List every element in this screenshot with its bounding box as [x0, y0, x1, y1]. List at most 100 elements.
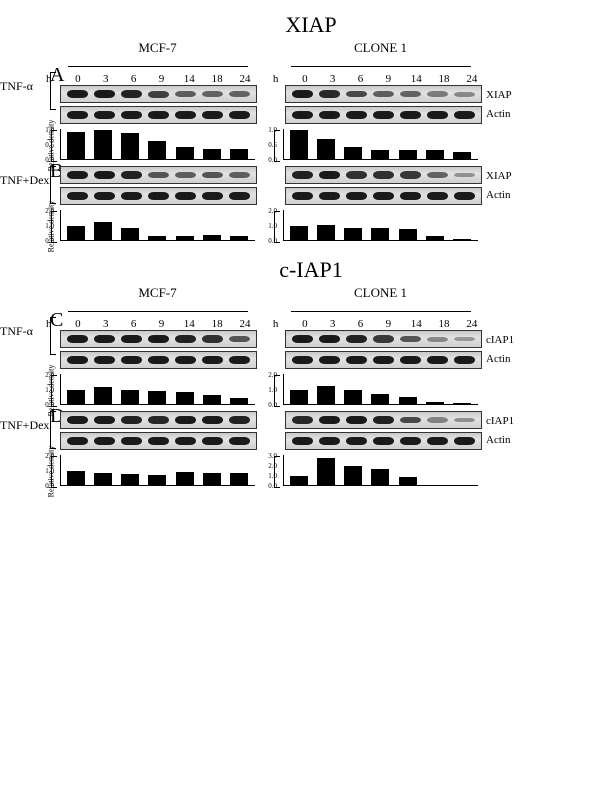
band-row	[61, 331, 256, 347]
blot-band	[67, 90, 87, 98]
blot-band	[346, 171, 366, 178]
blot-band	[427, 192, 447, 200]
blot-actin	[60, 432, 257, 450]
bar	[317, 386, 335, 406]
actin-label: Actin	[486, 189, 512, 201]
bar	[453, 239, 471, 241]
band-row	[61, 167, 256, 183]
blot-right-labels: cIAP1Actin	[482, 411, 514, 449]
blot-actin	[285, 351, 482, 369]
blot-band	[427, 111, 447, 119]
blot-band	[175, 192, 195, 200]
blot-band	[346, 335, 366, 343]
timepoint-label: 3	[319, 73, 347, 85]
bar	[317, 225, 335, 242]
ytick-label: 1.0	[263, 386, 277, 394]
blot-band	[175, 437, 195, 445]
column-headers: MCF-7CLONE 1	[60, 285, 580, 318]
blot-band	[373, 437, 393, 445]
timepoint-label: 24	[231, 318, 259, 330]
bar	[230, 473, 248, 486]
timepoint-label: 0	[291, 73, 319, 85]
ytick-label: 0.0	[263, 237, 277, 245]
blot-band	[175, 335, 195, 343]
blot-band	[67, 416, 87, 424]
target-label: cIAP1	[486, 415, 514, 427]
bar	[344, 228, 362, 242]
ytick-label: 1.0	[263, 126, 277, 134]
blot-band	[175, 416, 195, 424]
bars	[60, 130, 255, 160]
blot-band	[229, 192, 249, 200]
ytick-label: 2.0	[263, 207, 277, 215]
blot-band	[202, 437, 222, 445]
blot-band	[229, 356, 249, 364]
section-title: c-IAP1	[42, 257, 580, 283]
bar-chart: 0.01.02.0	[60, 375, 255, 405]
blot-band	[346, 416, 366, 424]
blot-band	[427, 356, 447, 364]
bar	[290, 390, 308, 405]
chart-row: Relative density0.00.51.00.00.51.0	[42, 130, 580, 160]
blot-actin	[285, 106, 482, 124]
band-row	[61, 188, 256, 204]
blot-band	[373, 111, 393, 119]
blot-band	[67, 192, 87, 200]
chart-row: Relative density0.01.02.00.01.02.03.0	[42, 456, 580, 486]
bars	[60, 456, 255, 486]
blot-band	[121, 90, 141, 98]
bar	[399, 150, 417, 160]
band-row	[286, 167, 481, 183]
blot-right-labels: cIAP1Actin	[482, 330, 514, 368]
bar	[399, 397, 417, 405]
bar	[426, 485, 444, 486]
bars	[283, 130, 478, 160]
target-label: cIAP1	[486, 334, 514, 346]
blot-band	[229, 91, 249, 97]
blot-actin	[285, 187, 482, 205]
bars	[283, 375, 478, 405]
timepoint-label: 6	[347, 318, 375, 330]
blot-band	[373, 335, 393, 342]
ytick-label: 0.0	[263, 482, 277, 490]
blot-band	[319, 111, 339, 119]
blot-right-labels: XIAP Actin	[482, 166, 512, 204]
blot-band	[346, 192, 366, 200]
ytick-label: 0.5	[40, 141, 54, 149]
blot-band	[319, 416, 339, 424]
blot-band	[373, 356, 393, 364]
bar	[67, 132, 85, 161]
bar	[203, 395, 221, 406]
blot-actin	[60, 351, 257, 369]
blot-ciap1	[285, 411, 482, 429]
blot-right-labels: XIAPActin	[482, 85, 512, 123]
bar	[426, 402, 444, 405]
blot-band	[400, 171, 420, 178]
blot-band	[202, 172, 222, 178]
band-row	[286, 433, 481, 449]
ytick-label: 2.0	[40, 452, 54, 460]
blot-band	[202, 192, 222, 200]
blot-band	[292, 171, 312, 179]
blot-row: cIAP1Actin	[60, 330, 580, 372]
blot-actin	[60, 187, 257, 205]
ytick-label: 1.0	[263, 472, 277, 480]
actin-label: Actin	[486, 108, 512, 120]
ytick-label: 1.0	[40, 126, 54, 134]
blot-band	[94, 356, 114, 364]
bar	[371, 228, 389, 241]
blot-band	[121, 192, 141, 200]
timepoint-label: 0	[291, 318, 319, 330]
timepoint-label: 6	[120, 73, 148, 85]
timepoint-label: 9	[374, 318, 402, 330]
bars	[60, 375, 255, 405]
bar	[344, 390, 362, 405]
bar	[121, 228, 139, 241]
blot-band	[202, 111, 222, 119]
target-label: XIAP	[486, 170, 512, 182]
panel-A: AMCF-7CLONE 1h0369141824h0369141824TNF-α…	[42, 40, 580, 160]
col-header-mcf7: MCF-7	[60, 40, 255, 73]
bar	[399, 477, 417, 486]
bar	[230, 236, 248, 241]
column-headers: MCF-7CLONE 1	[60, 40, 580, 73]
